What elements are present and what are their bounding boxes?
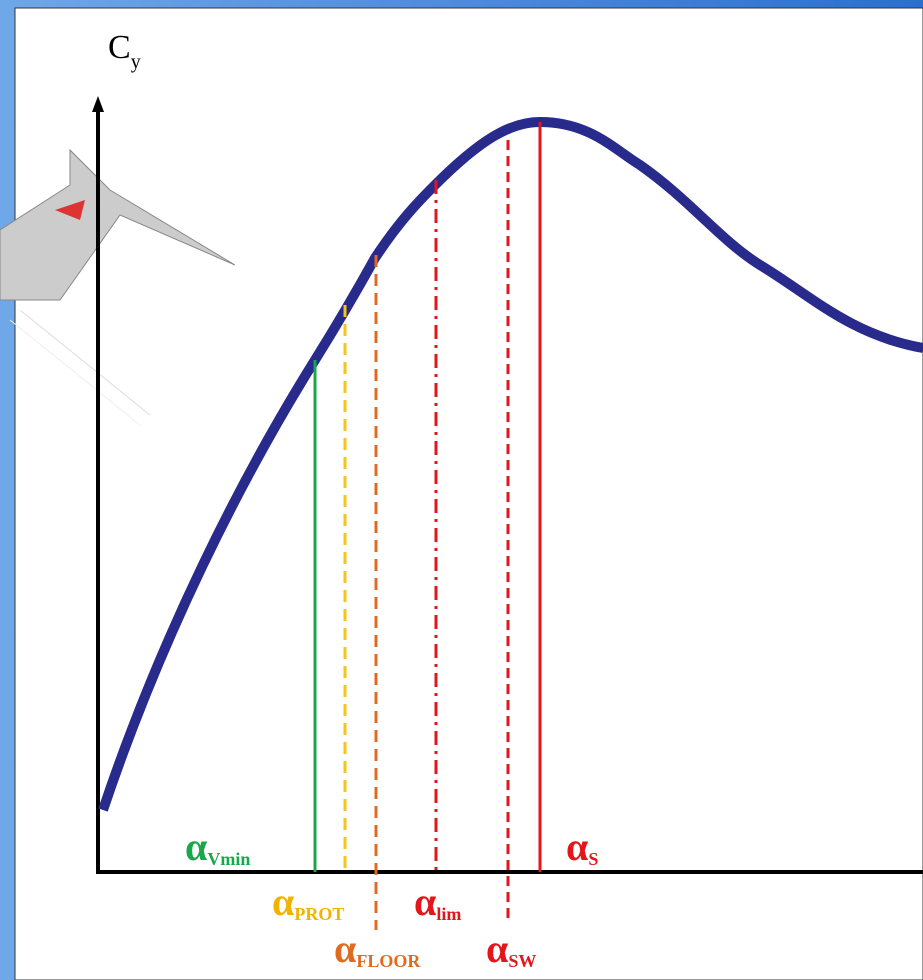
symbol: α	[414, 879, 436, 924]
label-main: C	[108, 29, 131, 66]
slide: Cy αVmin αPROT αFLOOR αlim αSW αS	[0, 0, 923, 980]
sub: lim	[436, 904, 461, 924]
symbol: α	[334, 926, 356, 971]
symbol: α	[272, 879, 294, 924]
symbol: α	[486, 926, 508, 971]
page: Cy αVmin αPROT αFLOOR αlim αSW αS (() =>…	[0, 0, 923, 980]
sub: S	[588, 849, 598, 869]
sub: FLOOR	[356, 951, 421, 971]
symbol: α	[185, 824, 207, 869]
label-sub: y	[131, 51, 141, 73]
sub: PROT	[294, 904, 344, 924]
sub: Vmin	[207, 849, 250, 869]
sub: SW	[508, 951, 536, 971]
symbol: α	[566, 824, 588, 869]
